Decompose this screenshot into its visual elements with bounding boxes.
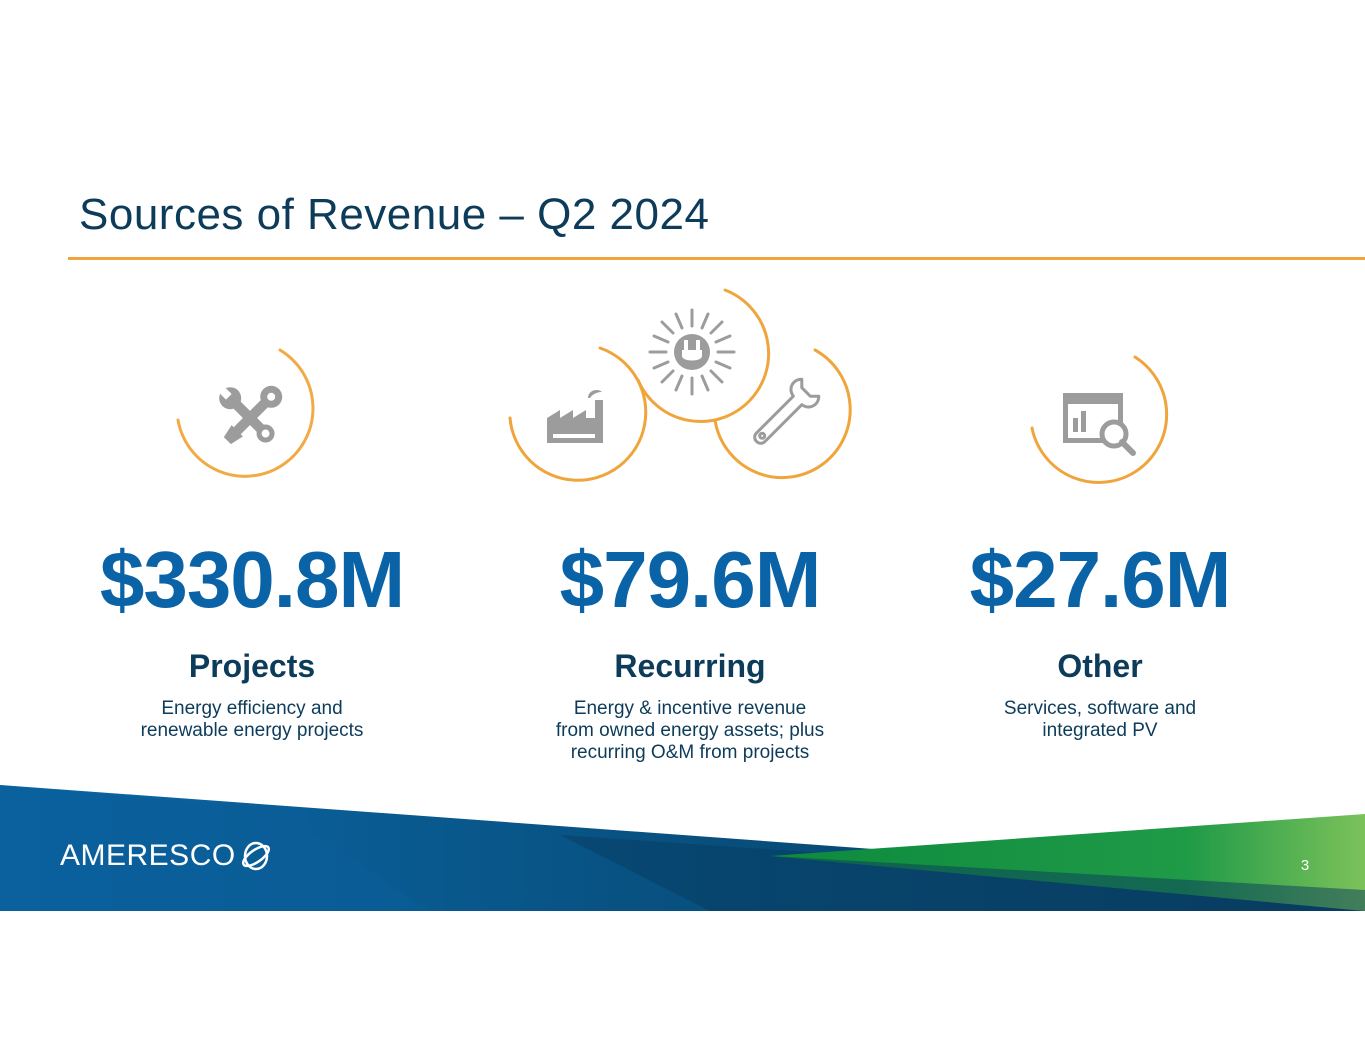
description-line: from owned energy assets; plus: [555, 720, 825, 741]
revenue-column-other: $27.6M Other Services, software and inte…: [920, 530, 1280, 742]
wrench-icon: [713, 348, 852, 480]
revenue-category: Other: [1057, 648, 1143, 684]
page-number: 3: [1300, 857, 1310, 874]
description-line: integrated PV: [1042, 720, 1158, 741]
description-line: Services, software and: [1003, 698, 1197, 719]
revenue-description: Services, software and integrated PV: [920, 698, 1280, 742]
footer-banner: [0, 785, 1365, 911]
revenue-category: Projects: [188, 648, 316, 684]
icon-layer: [176, 288, 1169, 484]
revenue-column-projects: $330.8M Projects Energy efficiency and r…: [72, 530, 432, 742]
revenue-description: Energy efficiency and renewable energy p…: [72, 698, 432, 742]
description-line: recurring O&M from projects: [570, 742, 810, 763]
revenue-description: Energy & incentive revenue from owned en…: [500, 698, 880, 764]
description-line: Energy efficiency and: [161, 698, 343, 719]
revenue-amount: $330.8M: [99, 535, 405, 624]
title-underline: [68, 257, 1365, 260]
logo-globe-icon: [241, 841, 270, 871]
slide-title: Sources of Revenue – Q2 2024: [79, 190, 710, 239]
factory-icon: [508, 346, 648, 482]
tools-icon: [176, 348, 315, 478]
report-search-icon: [1030, 355, 1169, 484]
description-line: renewable energy projects: [140, 720, 364, 741]
revenue-amount: $27.6M: [969, 535, 1232, 624]
revenue-amount: $79.6M: [559, 535, 822, 624]
logo-text: AMERESCO: [60, 839, 236, 872]
revenue-column-recurring: $79.6M Recurring Energy & incentive reve…: [500, 530, 880, 764]
ameresco-logo: AMERESCO: [60, 838, 274, 874]
revenue-category: Recurring: [614, 648, 766, 684]
solar-plug-icon: [636, 288, 771, 423]
description-line: Energy & incentive revenue: [573, 698, 807, 719]
